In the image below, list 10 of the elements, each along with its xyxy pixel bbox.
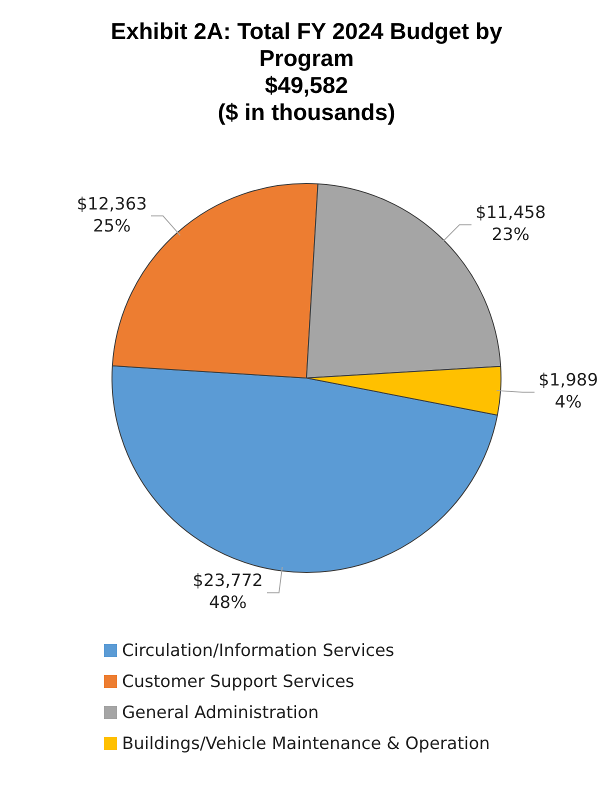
- data-label: $12,363 25%: [76, 194, 147, 236]
- data-label: $11,458 23%: [475, 203, 546, 246]
- legend-label: Buildings/Vehicle Maintenance & Operation: [122, 734, 490, 754]
- chart-subtitle: $49,582 ($ in thousands): [216, 72, 396, 126]
- legend-label: Customer Support Services: [122, 672, 354, 692]
- legend-label: Circulation/Information Services: [122, 640, 394, 660]
- legend-label: General Administration: [122, 702, 319, 722]
- data-label: $23,772 48%: [192, 571, 263, 614]
- data-label: $1,989 4%: [538, 370, 598, 413]
- chart-title: Exhibit 2A: Total FY 2024 Budget by Program: [110, 18, 504, 72]
